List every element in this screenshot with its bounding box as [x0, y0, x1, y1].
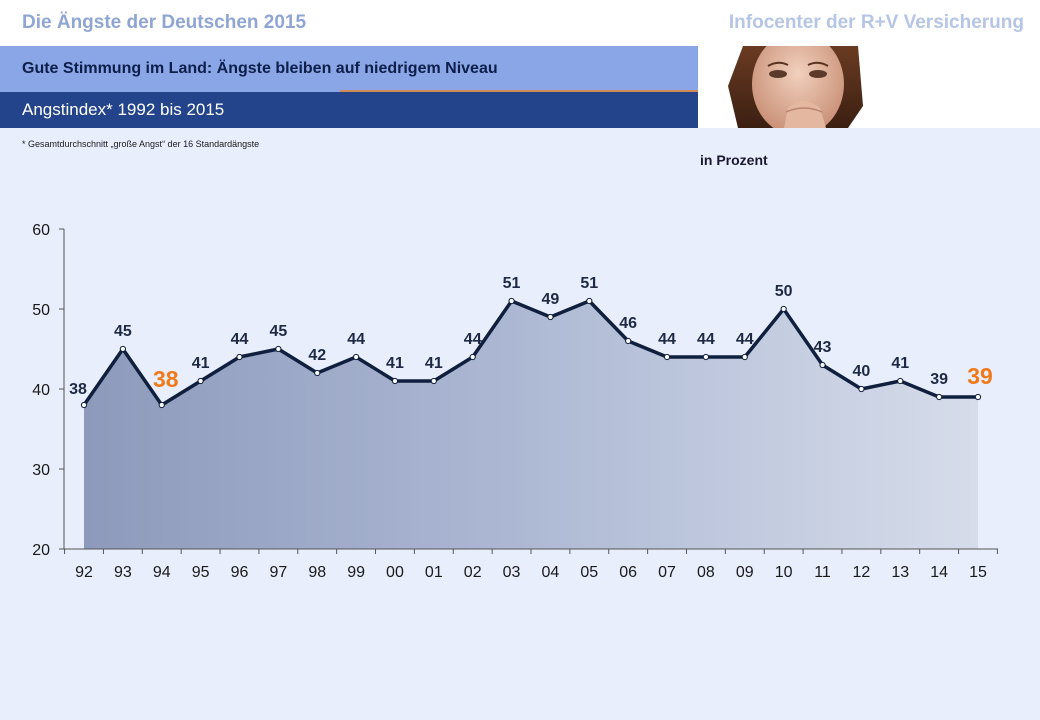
- data-label: 41: [891, 355, 909, 372]
- data-point: [158, 401, 165, 409]
- data-label: 41: [192, 355, 210, 372]
- data-label: 46: [619, 315, 637, 332]
- x-tick-label: 13: [891, 564, 909, 581]
- subtitle: Gute Stimmung im Land: Ängste bleiben au…: [22, 60, 498, 77]
- data-label: 44: [697, 331, 715, 348]
- y-tick-label: 20: [32, 542, 50, 559]
- accent-line: [340, 90, 698, 92]
- x-tick-label: 01: [425, 564, 443, 581]
- data-point: [352, 353, 360, 361]
- data-point: [119, 345, 126, 353]
- x-tick-label: 07: [658, 564, 676, 581]
- unit-label: in Prozent: [700, 152, 768, 168]
- data-point: [236, 353, 243, 361]
- data-label: 49: [542, 291, 560, 308]
- x-tick-label: 92: [75, 564, 93, 581]
- data-point: [625, 337, 632, 345]
- header-photo: [698, 46, 1040, 128]
- data-point: [780, 305, 787, 313]
- data-label: 45: [114, 323, 132, 340]
- data-point: [663, 353, 671, 361]
- x-tick-label: 06: [619, 564, 637, 581]
- data-label: 41: [425, 355, 443, 372]
- data-point: [508, 297, 515, 305]
- x-tick-label: 99: [347, 564, 365, 581]
- x-tick-label: 02: [464, 564, 482, 581]
- index-label: Angstindex* 1992 bis 2015: [22, 100, 225, 119]
- x-tick-label: 97: [269, 564, 287, 581]
- data-point: [936, 393, 943, 401]
- data-point: [197, 377, 204, 385]
- x-tick-label: 96: [231, 564, 249, 581]
- data-label: 44: [231, 331, 249, 348]
- x-tick-label: 10: [775, 564, 793, 581]
- subtitle-band: Gute Stimmung im Land: Ängste bleiben au…: [0, 46, 698, 92]
- data-line: [82, 299, 978, 407]
- y-tick-label: 40: [32, 382, 50, 399]
- x-tick-label: 09: [736, 564, 754, 581]
- x-tick-label: 95: [192, 564, 210, 581]
- x-tick-label: 03: [503, 564, 521, 581]
- data-point: [547, 313, 554, 321]
- page-title: Die Ängste der Deutschen 2015: [22, 12, 307, 33]
- data-label: 39: [930, 371, 948, 388]
- data-label: 51: [580, 275, 598, 292]
- data-point: [391, 377, 399, 385]
- y-tick-label: 60: [32, 222, 50, 239]
- x-tick-label: 14: [930, 564, 948, 581]
- data-point: [314, 369, 321, 377]
- data-label: 40: [852, 363, 870, 380]
- data-point: [469, 353, 476, 361]
- y-tick-label: 50: [32, 302, 50, 319]
- data-label: 51: [503, 275, 521, 292]
- index-band: Angstindex* 1992 bis 2015: [0, 92, 698, 128]
- data-point: [702, 353, 710, 361]
- data-label: 45: [269, 323, 287, 340]
- top-bar: Die Ängste der Deutschen 2015 Infocenter…: [0, 0, 1040, 46]
- x-tick-label: 98: [308, 564, 326, 581]
- x-tick-label: 04: [542, 564, 560, 581]
- x-tick-label: 94: [153, 564, 171, 581]
- data-label: 41: [386, 355, 404, 372]
- data-point: [858, 385, 865, 393]
- data-label: 42: [308, 347, 326, 364]
- data-label: 44: [736, 331, 754, 348]
- x-tick-label: 12: [852, 564, 870, 581]
- data-point: [974, 393, 982, 401]
- data-point: [275, 345, 282, 353]
- x-tick-label: 93: [114, 564, 132, 581]
- data-label: 43: [814, 339, 832, 356]
- data-point: [741, 353, 748, 361]
- data-point: [897, 377, 904, 385]
- data-label: 38: [153, 366, 179, 392]
- footnote: * Gesamtdurchschnitt „große Angst“ der 1…: [22, 139, 260, 149]
- x-tick-label: 05: [580, 564, 598, 581]
- x-tick-label: 11: [814, 564, 831, 581]
- x-tick-label: 15: [969, 564, 987, 581]
- data-point: [586, 297, 593, 305]
- chart-area-fill: [84, 301, 978, 549]
- data-point: [819, 361, 826, 369]
- data-label: 44: [658, 331, 676, 348]
- x-tick-label: 08: [697, 564, 715, 581]
- data-label: 39: [967, 363, 993, 389]
- data-label: 44: [464, 331, 482, 348]
- organization-name: Infocenter der R+V Versicherung: [728, 12, 1024, 33]
- data-label: 44: [347, 331, 365, 348]
- data-point: [80, 401, 88, 409]
- data-label: 38: [69, 381, 87, 398]
- x-tick-label: 00: [386, 564, 404, 581]
- data-point: [430, 377, 437, 385]
- data-label: 50: [775, 283, 793, 300]
- y-tick-label: 30: [32, 462, 50, 479]
